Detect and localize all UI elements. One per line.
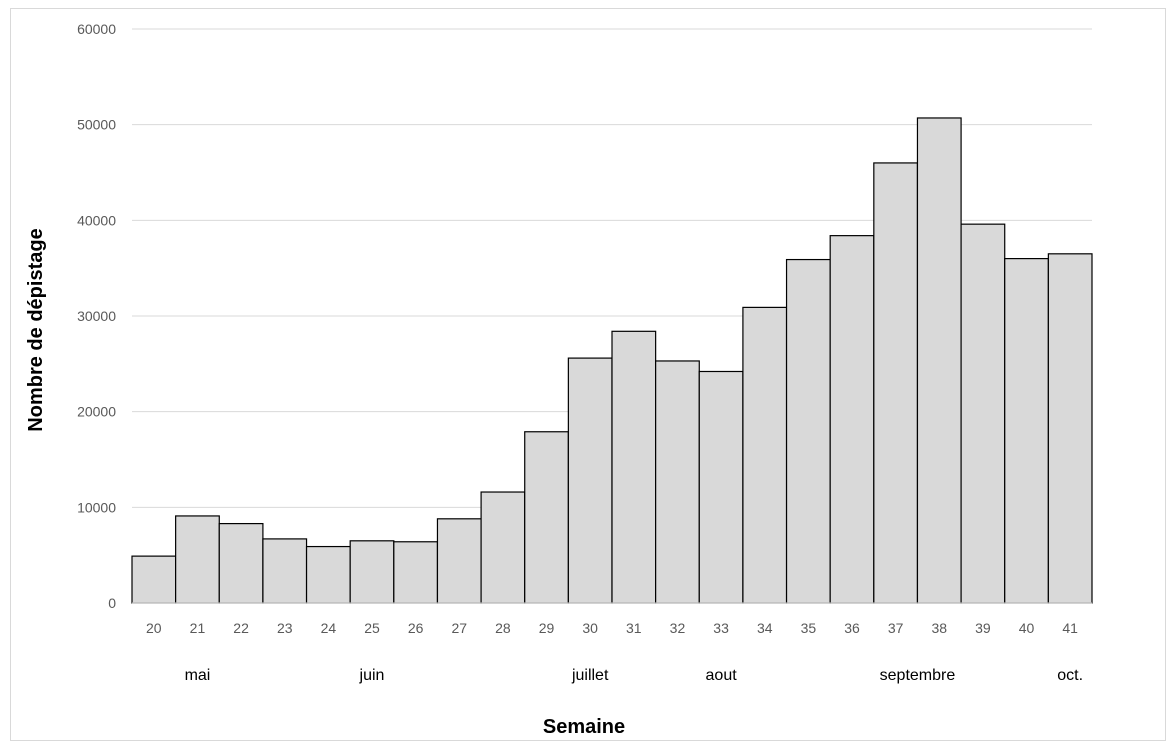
bar xyxy=(262,538,308,604)
bar xyxy=(305,545,351,604)
bar xyxy=(655,360,700,604)
bar xyxy=(218,522,264,604)
bar xyxy=(1004,258,1049,604)
bar xyxy=(131,555,177,604)
y-tick-label: 10000 xyxy=(77,499,116,515)
x-tick-label: 26 xyxy=(408,620,424,636)
x-tick-label: 28 xyxy=(495,620,511,636)
bar xyxy=(916,117,962,604)
bar xyxy=(393,541,439,604)
bars xyxy=(131,117,1093,604)
x-tick-label: 31 xyxy=(626,620,642,636)
x-tick-label: 30 xyxy=(582,620,598,636)
x-tick-label: 33 xyxy=(713,620,729,636)
x-tick-label: 37 xyxy=(888,620,904,636)
x-tick-label: 27 xyxy=(451,620,467,636)
bar xyxy=(611,330,657,604)
x-tick-labels: 20 21 22 23 24 25 26 27 28 29 30 31 32 33 34 35 36 37 38 39… xyxy=(146,620,1078,636)
x-tick-label: 21 xyxy=(190,620,206,636)
month-label: septembre xyxy=(880,667,956,684)
bar xyxy=(742,306,788,604)
bar xyxy=(698,370,744,604)
x-tick-label: 24 xyxy=(321,620,337,636)
bar xyxy=(349,540,395,604)
x-tick-label: 32 xyxy=(670,620,686,636)
month-label: juillet xyxy=(571,667,609,684)
y-tick-label: 0 xyxy=(108,595,116,611)
month-label: juin xyxy=(359,667,385,684)
x-tick-label: 20 xyxy=(146,620,162,636)
x-tick-label: 35 xyxy=(801,620,817,636)
x-tick-label: 41 xyxy=(1062,620,1078,636)
bar xyxy=(785,258,831,604)
x-tick-label: 34 xyxy=(757,620,773,636)
y-tick-label: 60000 xyxy=(77,21,116,37)
bar xyxy=(175,515,220,604)
x-axis-title: Semaine xyxy=(543,716,625,738)
bar xyxy=(960,223,1006,604)
x-tick-label: 23 xyxy=(277,620,293,636)
chart-frame xyxy=(10,8,1166,741)
bar xyxy=(1047,253,1093,604)
bar xyxy=(829,235,875,604)
bar xyxy=(567,357,613,604)
x-tick-label: 40 xyxy=(1019,620,1035,636)
y-tick-label: 20000 xyxy=(77,404,116,420)
y-axis-title: Nombre de dépistage xyxy=(25,228,47,431)
y-tick-label: 40000 xyxy=(77,212,116,228)
x-tick-label: 38 xyxy=(931,620,947,636)
bar xyxy=(524,431,569,604)
x-tick-label: 22 xyxy=(233,620,249,636)
month-label: mai xyxy=(185,667,211,684)
bar xyxy=(873,162,919,604)
y-tick-label: 50000 xyxy=(77,117,116,133)
y-tick-label: 30000 xyxy=(77,308,116,324)
y-tick-labels: 0 10000 20000 30000 40000 50000 60000 xyxy=(77,21,116,611)
bar xyxy=(436,518,482,604)
x-tick-label: 25 xyxy=(364,620,380,636)
month-labels: mai juin juillet aout septembre oct. xyxy=(185,667,1084,684)
x-tick-label: 39 xyxy=(975,620,991,636)
month-label: oct. xyxy=(1057,667,1083,684)
bar xyxy=(480,491,526,604)
month-label: aout xyxy=(706,667,738,684)
x-tick-label: 29 xyxy=(539,620,555,636)
x-tick-label: 36 xyxy=(844,620,860,636)
